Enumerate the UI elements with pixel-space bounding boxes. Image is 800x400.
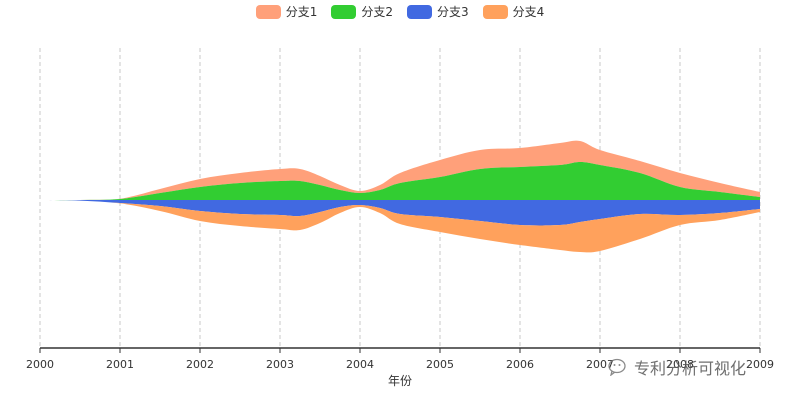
watermark-text: 专利分析可视化 bbox=[634, 359, 747, 378]
x-tick-label: 2001 bbox=[106, 358, 134, 371]
x-tick-label: 2008 bbox=[666, 358, 694, 371]
legend-label: 分支1 bbox=[285, 5, 318, 19]
stream-layers bbox=[40, 140, 760, 253]
x-tick-label: 2006 bbox=[506, 358, 534, 371]
stream-layer-3[interactable] bbox=[40, 200, 760, 226]
legend-swatch bbox=[407, 4, 432, 19]
x-tick-label: 2002 bbox=[186, 358, 214, 371]
legend: 分支1 分支2 分支3 分支4 bbox=[0, 3, 800, 20]
stream-layer-2[interactable] bbox=[40, 162, 760, 201]
legend-item[interactable]: 分支3 bbox=[407, 3, 469, 20]
x-tick-label: 2005 bbox=[426, 358, 454, 371]
legend-swatch bbox=[482, 4, 508, 19]
legend-label: 分支4 bbox=[512, 5, 545, 19]
legend-item[interactable]: 分支4 bbox=[482, 3, 545, 20]
x-axis-ticks: 2000 2001 2002 2003 2004 2005 2006 2007 2008 2009 bbox=[26, 348, 774, 371]
x-tick-label: 2003 bbox=[266, 358, 294, 371]
legend-item[interactable]: 分支1 bbox=[255, 3, 318, 20]
legend-swatch bbox=[255, 4, 281, 19]
x-tick-label: 2004 bbox=[346, 358, 374, 371]
watermark: 专利分析可视化 bbox=[608, 355, 746, 379]
x-tick-label: 2000 bbox=[26, 358, 54, 371]
legend-label: 分支3 bbox=[437, 5, 469, 19]
x-axis-label: 年份 bbox=[387, 374, 412, 388]
x-tick-label: 2007 bbox=[586, 358, 614, 371]
legend-item[interactable]: 分支2 bbox=[331, 3, 393, 20]
stream-layer-1[interactable] bbox=[40, 140, 760, 201]
legend-label: 分支2 bbox=[361, 5, 393, 19]
stream-layer-4[interactable] bbox=[40, 200, 760, 253]
legend-swatch bbox=[331, 4, 357, 19]
x-tick-label: 2009 bbox=[746, 358, 774, 371]
wechat-icon bbox=[608, 358, 626, 376]
